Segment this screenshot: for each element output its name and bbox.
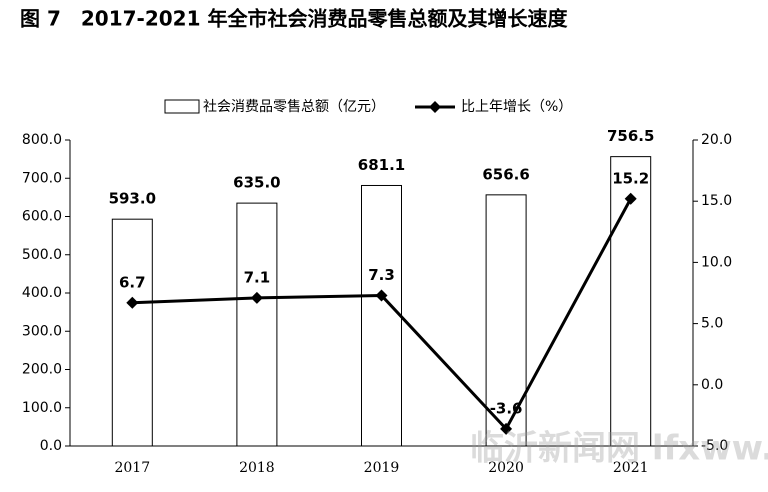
legend-swatch <box>164 99 200 114</box>
y-tick-label: 800.0 <box>22 132 62 148</box>
value-label: 656.6 <box>482 165 529 183</box>
legend-label: 社会消费品零售总额（亿元） <box>203 99 385 115</box>
legend-marker <box>429 101 441 113</box>
value-label: 6.7 <box>119 273 146 291</box>
y2-tick-label: 5.0 <box>701 316 723 332</box>
marker <box>375 289 388 302</box>
y-tick-label: 700.0 <box>22 170 62 186</box>
x-tick-label: 2020 <box>488 460 524 476</box>
value-label: 681.1 <box>358 156 405 174</box>
marker <box>126 296 139 309</box>
value-label: 756.5 <box>607 127 654 145</box>
value-label: 7.1 <box>244 268 271 286</box>
marker <box>250 291 263 304</box>
value-label: 15.2 <box>612 169 649 187</box>
chart-title: 图 7 2017-2021 年全市社会消费品零售总额及其增长速度 <box>20 7 568 31</box>
x-tick-label: 2017 <box>114 460 150 476</box>
y-tick-label: 0.0 <box>40 438 62 454</box>
marker <box>624 192 637 205</box>
bar <box>610 156 652 447</box>
value-label: -3.6 <box>490 399 523 417</box>
value-label: 635.0 <box>233 174 280 192</box>
x-tick-label: 2018 <box>239 460 275 476</box>
bar <box>111 218 153 447</box>
y-tick-label: 500.0 <box>22 247 62 263</box>
bar <box>361 184 402 447</box>
y-tick-label: 600.0 <box>22 209 62 225</box>
y2-tick-label: 15.0 <box>701 193 732 209</box>
y-tick-label: 400.0 <box>22 285 62 301</box>
y2-tick-label: 0.0 <box>701 377 723 393</box>
y-tick-label: 300.0 <box>22 323 62 339</box>
value-label: 7.3 <box>368 266 395 284</box>
value-label: 593.0 <box>109 190 156 208</box>
y2-tick-label: 10.0 <box>701 254 732 270</box>
y2-tick-label: -5.0 <box>701 438 728 454</box>
y-tick-label: 100.0 <box>22 400 62 416</box>
legend-label: 比上年增长（%） <box>461 99 572 115</box>
bar <box>236 202 278 447</box>
x-tick-label: 2021 <box>613 460 649 476</box>
watermark: 临沂新闻网 lfxww.com <box>470 429 768 469</box>
x-tick-label: 2019 <box>364 460 400 476</box>
y2-tick-label: 20.0 <box>701 132 732 148</box>
y-tick-label: 200.0 <box>22 362 62 378</box>
marker <box>500 422 513 435</box>
